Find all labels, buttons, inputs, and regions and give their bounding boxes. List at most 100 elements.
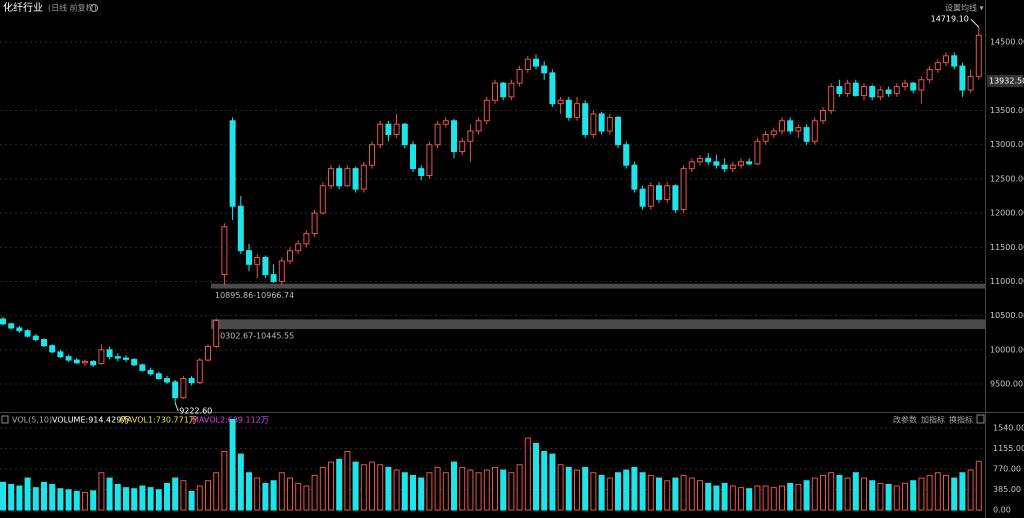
volume-bar xyxy=(951,477,958,511)
candle-body xyxy=(861,86,867,96)
button[interactable]: 加指标 xyxy=(921,415,945,425)
volume-bar xyxy=(270,480,277,511)
volume-bar xyxy=(483,469,490,511)
y-tick-label: 11000.00 xyxy=(990,277,1024,286)
volume-bar xyxy=(123,487,129,511)
candle-body xyxy=(246,250,252,265)
candle-body xyxy=(311,212,318,235)
volume-bar xyxy=(492,466,498,511)
volume-bar xyxy=(836,474,843,511)
volume-bar xyxy=(664,480,671,511)
candle-body xyxy=(8,323,15,329)
candle-body xyxy=(811,120,818,142)
vol-icon[interactable] xyxy=(1,415,9,424)
candle-body xyxy=(565,99,572,118)
candle-body xyxy=(500,82,507,98)
volume-bar xyxy=(237,453,244,511)
candle-body xyxy=(877,89,884,98)
volume-bar xyxy=(246,472,252,511)
candle-body xyxy=(713,161,720,166)
volume-bar xyxy=(754,485,761,511)
candle-body xyxy=(295,243,302,252)
y-tick-label: 1540.00 xyxy=(993,424,1024,433)
volume-bar xyxy=(147,487,154,511)
volume-bar xyxy=(615,472,621,511)
candle-body xyxy=(549,72,556,105)
ma-menu[interactable]: 设置均线 ▾ xyxy=(945,3,984,13)
volume-bar xyxy=(861,477,867,511)
candle-body xyxy=(656,185,662,200)
candle-body xyxy=(967,75,974,91)
volume-bar xyxy=(713,485,720,511)
volume-bar xyxy=(82,491,88,511)
candle-body xyxy=(852,82,859,96)
candle-body xyxy=(705,157,712,163)
volume-bar xyxy=(287,477,293,511)
vol-label: VOLUME:914.429万 xyxy=(52,416,129,425)
volume-bar xyxy=(934,472,941,511)
candle-body xyxy=(779,120,785,132)
annotation-arrow xyxy=(970,18,980,28)
candle-body xyxy=(106,349,113,358)
volume-bar xyxy=(738,487,744,511)
button[interactable]: 换指标 xyxy=(949,415,973,425)
volume-bar xyxy=(508,472,515,511)
candle-body xyxy=(639,188,646,207)
volume-bar xyxy=(106,477,113,511)
candle-body xyxy=(664,185,671,200)
candle-body xyxy=(508,82,515,98)
settings-icon[interactable] xyxy=(90,4,98,12)
volume-bar xyxy=(90,490,97,511)
close-icon[interactable] xyxy=(976,414,985,424)
candle-body xyxy=(377,123,384,146)
candle-body xyxy=(41,339,47,347)
candle-body xyxy=(647,185,654,207)
candle-body xyxy=(467,130,474,142)
volume-bar xyxy=(319,466,326,511)
volume-bar xyxy=(926,474,933,511)
candle-body xyxy=(672,185,679,211)
volume-bar xyxy=(180,480,187,511)
price-band xyxy=(211,283,985,289)
candle-body xyxy=(836,86,843,94)
candle-body xyxy=(893,86,900,94)
volume-bar xyxy=(0,481,6,511)
button[interactable]: 改参数 xyxy=(893,415,917,425)
volume-bar xyxy=(73,490,80,511)
volume-bar xyxy=(787,482,794,511)
candle-body xyxy=(762,133,769,142)
y-tick-label: 12500.00 xyxy=(990,174,1024,183)
volume-bar xyxy=(820,474,826,511)
candle-body xyxy=(57,351,64,358)
volume-bar xyxy=(705,482,712,511)
volume-bar xyxy=(770,487,777,511)
candle-body xyxy=(680,168,687,211)
volume-bar xyxy=(533,442,539,511)
candle-body xyxy=(98,349,105,365)
candle-body xyxy=(574,103,580,118)
candle-body xyxy=(729,164,736,170)
volume-bar xyxy=(426,472,433,511)
band-label: 10302.67-10445.55 xyxy=(215,332,294,341)
candle-body xyxy=(73,359,80,364)
candle-body xyxy=(147,369,154,375)
y-tick-label: 13500.00 xyxy=(990,106,1024,115)
volume-bar xyxy=(631,466,638,511)
price-band xyxy=(211,319,985,330)
volume-bar xyxy=(295,482,302,511)
candle-body xyxy=(442,120,449,125)
volume-bar xyxy=(557,464,564,511)
y-tick-label: 9500.00 xyxy=(990,380,1023,389)
volume-bar xyxy=(606,477,613,511)
volume-bar xyxy=(311,474,318,511)
volume-bar xyxy=(500,469,507,511)
candle-body xyxy=(598,113,605,132)
volume-bar xyxy=(32,487,39,511)
volume-bar xyxy=(598,474,605,511)
volume-bar xyxy=(41,481,47,511)
candle-body xyxy=(32,335,39,341)
volume-bar xyxy=(893,485,900,511)
volume-bar xyxy=(565,466,572,511)
